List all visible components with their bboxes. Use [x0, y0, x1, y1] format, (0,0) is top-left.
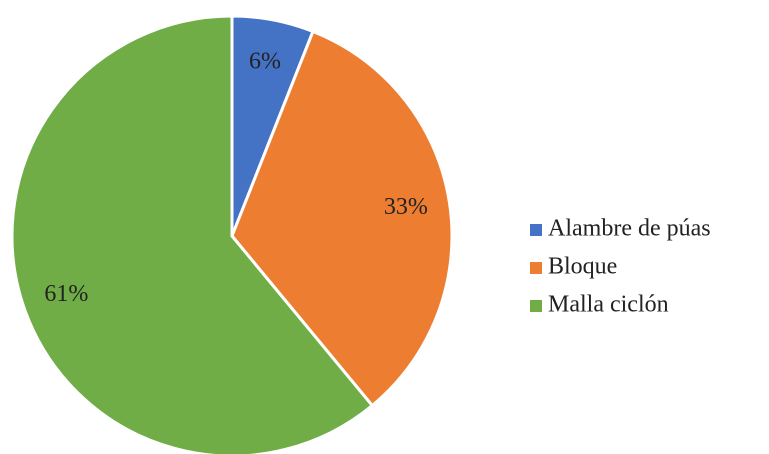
pie-slice: [230, 29, 454, 408]
legend-label: Alambre de púas: [548, 216, 711, 242]
data-label: 6%: [249, 49, 281, 75]
legend-label: Malla ciclón: [548, 292, 669, 318]
legend-swatch: [530, 300, 542, 312]
data-label: 33%: [384, 194, 428, 220]
data-label: 61%: [44, 281, 88, 307]
legend-swatch: [530, 262, 542, 274]
legend-label: Bloque: [548, 254, 617, 280]
legend-swatch: [530, 224, 542, 236]
pie-slice: [10, 14, 375, 454]
